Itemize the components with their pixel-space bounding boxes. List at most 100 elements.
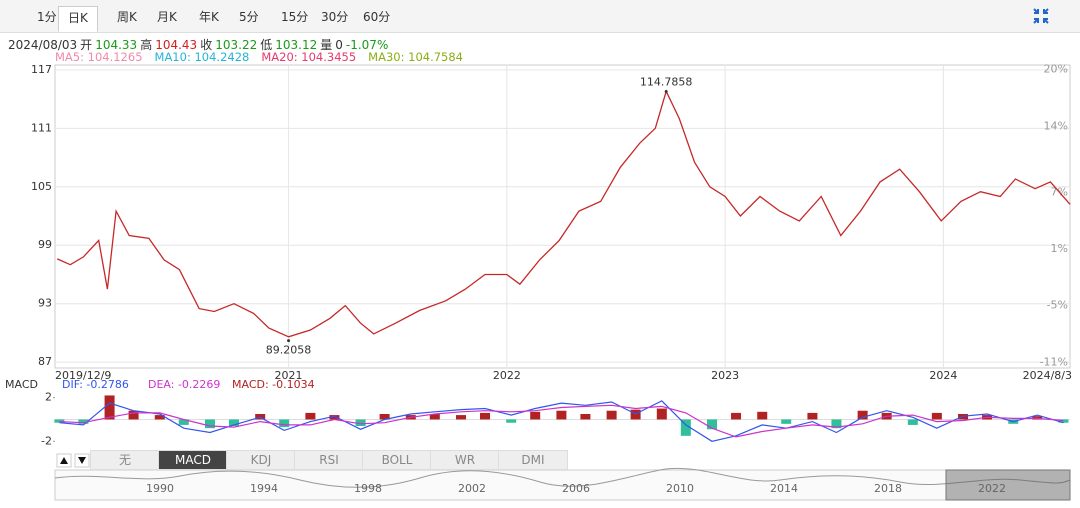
indicator-tab[interactable]: WR (430, 450, 500, 470)
macd-bar (931, 412, 942, 420)
macd-bar (757, 411, 768, 420)
y-tick-label: 99 (38, 238, 52, 251)
navigator-year: 2014 (770, 482, 798, 495)
indicator-tab[interactable]: 无 (90, 450, 160, 470)
macd-line (59, 404, 1064, 438)
macd-bar (907, 419, 918, 425)
macd-bar (707, 419, 718, 430)
period-tab[interactable]: 年K (199, 10, 219, 24)
indicator-tab[interactable]: DMI (498, 450, 568, 470)
macd-bar (606, 410, 617, 420)
extreme-label: 114.7858 (640, 75, 693, 88)
macd-bar (580, 414, 591, 420)
y-tick-label: -2 (41, 434, 52, 447)
y-tick-label: 111 (31, 121, 52, 134)
quote-label: 收 (200, 38, 213, 52)
macd-bar (857, 410, 868, 420)
x-tick-label: 2024/8/3 (1023, 369, 1072, 382)
quote-label: 开 (80, 38, 93, 52)
macd-bar (355, 419, 366, 426)
x-tick-label: 2019/12/9 (55, 369, 111, 382)
navigator-line (54, 467, 1071, 488)
y2-tick-label: -5% (1047, 299, 1068, 312)
navigator-year: 2022 (978, 482, 1006, 495)
period-tab[interactable]: 月K (157, 10, 177, 24)
macd-bar (530, 411, 541, 420)
quote-label: 高 (140, 38, 153, 52)
ma-legend: MA5: 104.1265 MA10: 104.2428 MA20: 104.345… (55, 50, 475, 64)
macd-bar (329, 415, 340, 420)
quote-value: 104.33 (95, 38, 138, 52)
ma-label: MA10: 104.2428 (154, 50, 250, 64)
period-tab[interactable]: 5分 (239, 10, 259, 24)
ma-label: MA5: 104.1265 (55, 50, 143, 64)
macd-bar (305, 412, 316, 420)
macd-bar (128, 410, 139, 420)
indicator-tab[interactable]: BOLL (362, 450, 432, 470)
x-tick-label: 2024 (929, 369, 957, 382)
down-arrow (78, 457, 86, 464)
period-tab[interactable]: 30分 (321, 10, 349, 24)
fullscreen-icon[interactable] (1033, 8, 1049, 24)
period-tab[interactable]: 日K (58, 6, 98, 32)
macd-bar (656, 408, 667, 420)
navigator-year: 1994 (250, 482, 278, 495)
quote-value: 104.43 (155, 38, 198, 52)
macd-bar (279, 419, 290, 428)
extreme-label: 89.2058 (266, 344, 312, 357)
y2-tick-label: -11% (1040, 355, 1068, 368)
legend-entry: DEA: -0.2269 (148, 378, 220, 391)
macd-bar (178, 419, 189, 425)
macd-bar (54, 419, 65, 423)
y2-tick-label: 20% (1044, 63, 1068, 76)
macd-bar (556, 410, 567, 420)
macd-bar (379, 414, 390, 420)
navigator-year: 2010 (666, 482, 694, 495)
y2-tick-label: 1% (1051, 242, 1068, 255)
macd-line (59, 400, 1064, 442)
indicator-tab[interactable]: RSI (294, 450, 364, 470)
legend-entry: DIF: -0.2786 (62, 378, 129, 391)
navigator-year: 2018 (874, 482, 902, 495)
macd-bar (154, 415, 165, 420)
ma-label: MA30: 104.7584 (368, 50, 463, 64)
x-tick-label: 2022 (493, 369, 521, 382)
macd-bar (506, 419, 517, 423)
macd-bar (429, 414, 440, 420)
quote-change: -1.07% (345, 38, 389, 52)
navigator-frame (54, 469, 1071, 501)
plot-frame (54, 64, 1071, 369)
macd-bar (480, 412, 491, 420)
navigator-year: 2006 (562, 482, 590, 495)
quote-value: 0 (335, 38, 343, 52)
navigator-window[interactable] (945, 469, 1071, 501)
period-tab[interactable]: 60分 (363, 10, 391, 24)
y-tick-label: 117 (31, 63, 52, 76)
x-tick-label: 2021 (275, 369, 303, 382)
y-tick-label: 105 (31, 180, 52, 193)
quote-value: 103.22 (215, 38, 258, 52)
up-arrow (60, 457, 68, 464)
macd-bar (228, 419, 239, 426)
quote-line: 2024/08/03 开 104.33 高 104.43 收 103.22 低 103.12 量 0… (8, 36, 391, 53)
macd-bar (680, 419, 691, 436)
navigator-year: 1990 (146, 482, 174, 495)
quote-value: 103.12 (275, 38, 318, 52)
ma-label: MA20: 104.3455 (261, 50, 357, 64)
indicator-tab[interactable]: KDJ (226, 450, 296, 470)
extreme-marker (287, 339, 291, 343)
macd-bar (781, 419, 792, 424)
macd-bar (104, 395, 115, 420)
price-line (56, 89, 1071, 338)
y-tick-label: 87 (38, 355, 52, 368)
indicator-tab[interactable]: MACD (158, 450, 228, 470)
period-tab[interactable]: 15分 (281, 10, 309, 24)
period-tab[interactable]: 1分 (37, 10, 57, 24)
period-tab[interactable]: 周K (117, 10, 137, 24)
x-tick-label: 2023 (711, 369, 739, 382)
period-tab-bar: 1分 日K 周K 月K 年K 5分 15分 30分 60分 (0, 0, 1080, 33)
macd-bar (807, 412, 818, 420)
y2-tick-label: 14% (1044, 119, 1068, 132)
